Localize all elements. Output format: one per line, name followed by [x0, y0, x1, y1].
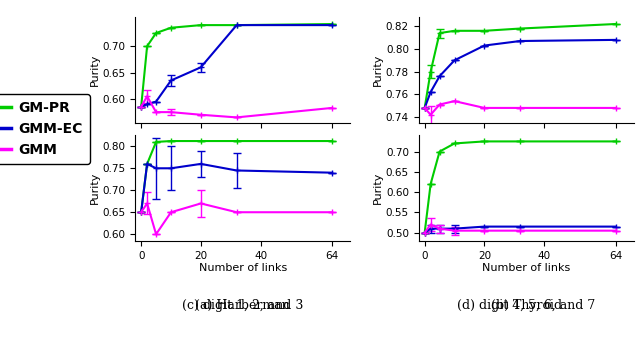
Text: (d) digit 4, 5, 6, and 7: (d) digit 4, 5, 6, and 7	[457, 299, 595, 312]
Y-axis label: Purity: Purity	[373, 172, 383, 204]
Text: (c) digit 1, 2, and 3: (c) digit 1, 2, and 3	[182, 299, 303, 312]
Text: (b) Thyroid: (b) Thyroid	[491, 299, 562, 312]
X-axis label: Number of links: Number of links	[482, 263, 570, 273]
Legend: GM-PR, GMM-EC, GMM: GM-PR, GMM-EC, GMM	[0, 94, 90, 164]
Text: (a) Harberman: (a) Harberman	[195, 299, 290, 312]
Y-axis label: Purity: Purity	[373, 54, 383, 86]
Y-axis label: Purity: Purity	[90, 172, 100, 204]
X-axis label: Number of links: Number of links	[198, 263, 287, 273]
Y-axis label: Purity: Purity	[90, 54, 100, 86]
